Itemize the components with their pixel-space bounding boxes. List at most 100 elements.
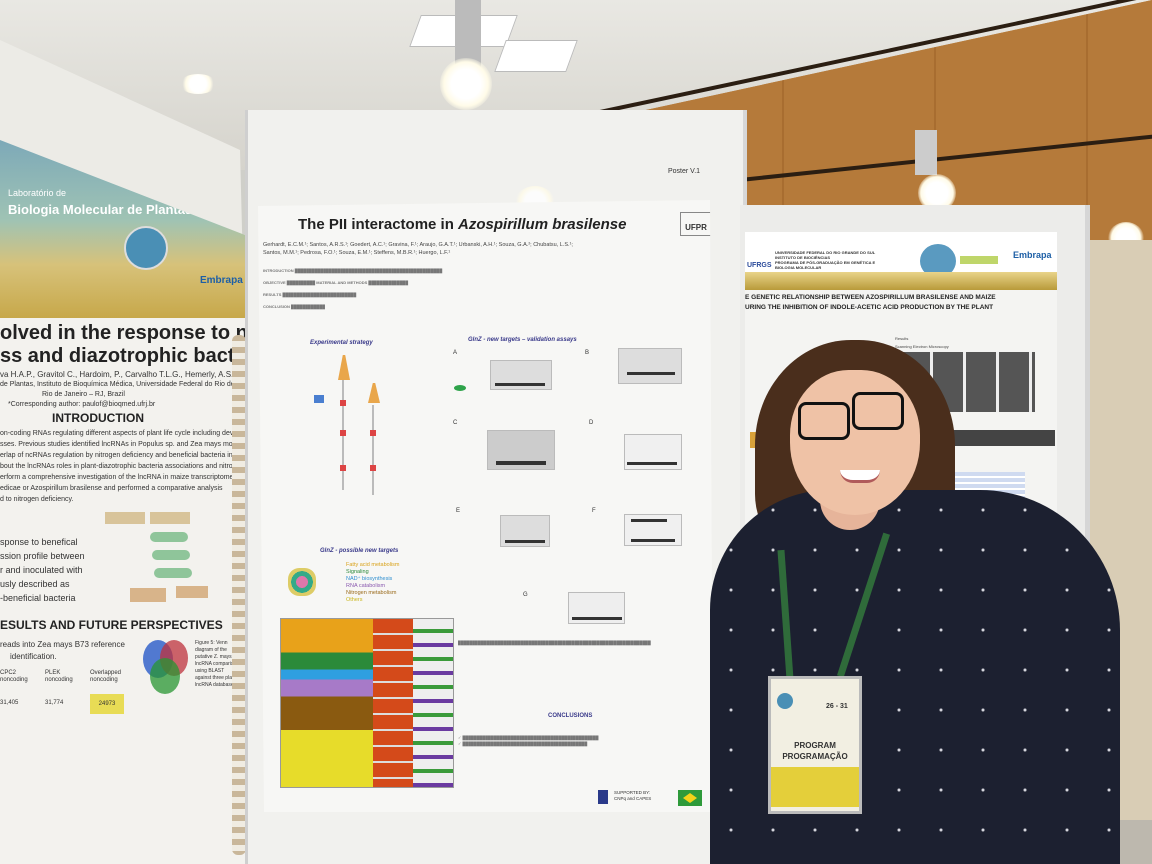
embrapa-logo: Embrapa	[1013, 250, 1052, 260]
left-results-heading: ESULTS AND FUTURE PERSPECTIVES	[0, 618, 223, 632]
experimental-strategy-heading: Experimental strategy	[310, 340, 373, 346]
wall	[1085, 240, 1152, 864]
left-poster-corresponding: *Corresponding author: paulof@bioqmed.uf…	[8, 401, 156, 408]
marker	[340, 400, 346, 406]
flask-icon	[368, 383, 380, 403]
gel-image	[568, 592, 625, 624]
text-line: PROGRAMA DE PÓS-GRADUAÇÃO EM GENÉTICA E	[775, 260, 876, 265]
gel-image	[500, 515, 550, 547]
spotlight-fixture	[915, 130, 937, 175]
brazil-flag	[678, 790, 702, 806]
lab-label: Laboratório de	[8, 188, 67, 198]
right-poster: UFRGS UNIVERSIDADE FEDERAL DO RIO GRANDE…	[745, 232, 1057, 562]
badge-logo	[777, 693, 793, 709]
ceiling-light-panel	[494, 40, 578, 72]
text-line: erlap of ncRNAs regulation by nitrogen d…	[0, 452, 235, 459]
category-label: Fatty acid metabolism	[346, 562, 400, 568]
main-poster: The PII interactome in Azospirillum bras…	[258, 200, 713, 812]
text-line: identification.	[10, 652, 57, 661]
authors-line: Santos, M.M.¹; Pedrosa, F.O.¹; Souza, E.…	[263, 250, 451, 256]
text-line: INSTITUTO DE BIOCIÊNCIAS	[775, 255, 831, 260]
panel-label: E	[456, 508, 461, 514]
abstract-block: INTRODUCTION ███████████████████████████…	[263, 268, 443, 309]
figure-caption: Figure 5: Venn diagram of the putative Z…	[195, 640, 239, 688]
results-label: Results	[895, 336, 909, 341]
left-poster-title-2: ss and diazotrophic bacteria in maize	[0, 345, 250, 367]
possible-targets-heading: GlnZ - possible new targets	[320, 548, 399, 554]
binding-column	[373, 619, 413, 787]
left-poster-city: Rio de Janeiro – RJ, Brazil	[42, 391, 125, 398]
panel-label: G	[523, 592, 528, 598]
text-line: bout the lncRNAs roles in plant-diazotro…	[0, 463, 235, 470]
marker	[370, 430, 376, 436]
marker	[370, 465, 376, 471]
figure-caption: ████████████████████████████████████████…	[458, 640, 651, 645]
text-line: BIOLOGIA MOLECULAR	[775, 265, 822, 270]
panel-label: A	[453, 350, 458, 356]
text-line: sses. Previous studies identified lncRNA…	[0, 441, 235, 448]
chart-thumbnail	[750, 432, 778, 448]
venn-circle	[150, 658, 180, 694]
ceiling-light	[180, 74, 216, 94]
text-line: UNIVERSIDADE FEDERAL DO RIO GRANDE DO SU…	[775, 250, 876, 255]
flask-icon	[338, 355, 350, 380]
marker	[340, 465, 346, 471]
supported-label: SUPPORTED BY:	[614, 790, 651, 795]
spotlight	[440, 58, 492, 110]
sem-images	[900, 352, 1035, 412]
column	[372, 405, 374, 495]
ufpr-logo: UFPR	[680, 212, 712, 236]
name-badge: 26 - 31 PROGRAM PROGRAMAÇÃO	[768, 676, 862, 814]
target-categories: Fatty acid metabolism Signaling NAD⁺ bio…	[346, 562, 400, 604]
microscopy-label: Scanning Electron Microscopy	[895, 344, 949, 349]
text-line: r and inoculated with	[0, 565, 83, 575]
table-cell-highlight: 24973	[90, 694, 124, 714]
strategy-diagram	[308, 355, 408, 505]
category-label: NAD⁺ biosynthesis	[346, 576, 393, 582]
protein-structure	[288, 568, 316, 596]
text-line: d to nitrogen deficiency.	[0, 496, 74, 503]
panel-label: D	[589, 420, 594, 426]
panel-label: B	[585, 350, 590, 356]
field-banner	[745, 272, 1057, 290]
text-line: ssion profile between	[0, 551, 85, 561]
panel-label: F	[592, 508, 596, 514]
main-poster-title: The PII interactome in Azospirillum bras…	[298, 216, 626, 234]
gel-image	[487, 430, 555, 470]
gel-image	[490, 360, 552, 390]
flowchart-box	[150, 532, 188, 542]
section-label: INTRODUCTION	[263, 268, 294, 273]
section-label: OBJECTIVE	[263, 280, 286, 285]
institution: UNIVERSIDADE FEDERAL DO RIO GRANDE DO SU…	[775, 250, 875, 270]
supported-by: SUPPORTED BY: CNPq and CAPES	[614, 790, 651, 802]
left-poster: Laboratório de Biologia Molecular de Pla…	[0, 140, 250, 864]
data-table	[955, 472, 1025, 502]
text-line: sponse to benefical	[0, 537, 78, 547]
section-label: MATERIAL AND METHODS	[316, 280, 368, 285]
right-poster-title-1: E GENETIC RELATIONSHIP BETWEEN AZOSPIRIL…	[745, 294, 996, 301]
validation-heading: GlnZ - new targets – validation assays	[468, 337, 577, 343]
flowchart-box	[150, 512, 190, 524]
table-header: CPC2 noncoding	[0, 670, 28, 683]
section-label: CONCLUSION	[263, 304, 290, 309]
left-intro-text: on-coding RNAs regulating different aspe…	[0, 428, 235, 505]
table-cell: 31,774	[45, 700, 64, 706]
flowchart-box	[176, 586, 208, 598]
text-line: erform a comprehensive investigation of …	[0, 474, 234, 481]
badge-program: PROGRAM	[794, 741, 836, 750]
protein-icon	[454, 385, 466, 391]
category-label: Nitrogen metabolism	[346, 590, 397, 596]
left-poster-affiliation: de Plantas, Instituto de Bioquímica Médi…	[0, 381, 250, 388]
section-label: RESULTS	[263, 292, 282, 297]
conclusions-heading: CONCLUSIONS	[548, 713, 593, 719]
validation-column	[413, 619, 453, 787]
badge-stripe	[771, 767, 859, 807]
targets-table	[280, 618, 454, 788]
table-header: Overlapped noncoding	[90, 670, 122, 683]
left-intro-heading: INTRODUCTION	[52, 411, 144, 425]
lab-name: Biologia Molecular de Plantas	[8, 202, 193, 217]
left-poster-title-1: olved in the response to nitrogen	[0, 322, 250, 344]
text-line: -beneficial bacteria	[0, 593, 76, 603]
flowchart-box	[154, 568, 192, 578]
sponsors: CNPq and CAPES	[614, 796, 652, 801]
